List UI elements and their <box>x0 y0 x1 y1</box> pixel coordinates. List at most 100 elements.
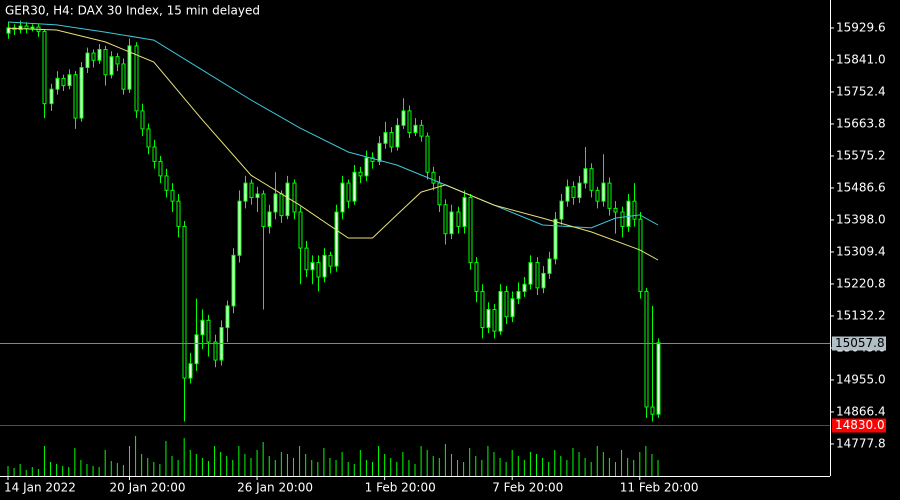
candle-body <box>188 363 193 379</box>
candle-body <box>42 30 47 105</box>
candle-body <box>261 193 266 227</box>
candle-body <box>316 262 321 278</box>
candle-body <box>522 283 527 292</box>
candle-body <box>377 142 382 162</box>
candle-body <box>73 74 78 119</box>
candle-body <box>103 48 108 76</box>
candle-body <box>237 200 242 256</box>
candle-body <box>97 48 102 61</box>
candle-body <box>516 290 521 300</box>
candle-body <box>395 124 400 148</box>
candle-body <box>656 342 661 415</box>
candle-body <box>255 193 260 199</box>
y-tick-label: 14866.4 <box>836 404 886 418</box>
candle-body <box>231 254 236 307</box>
candle-body <box>644 290 649 408</box>
candle-body <box>468 197 473 264</box>
candle-body <box>601 182 606 202</box>
candle-body <box>206 319 211 343</box>
candle-body <box>273 193 278 213</box>
candle-body <box>267 211 272 227</box>
candle-body <box>61 77 66 87</box>
candle-body <box>407 110 412 134</box>
candle-body <box>322 254 327 278</box>
candle-body <box>358 171 363 177</box>
candle-body <box>152 146 157 162</box>
candle-body <box>140 110 145 130</box>
y-tick-label: 15398.0 <box>836 212 886 226</box>
candle-body <box>346 182 351 202</box>
y-tick-label: 15575.2 <box>836 148 886 162</box>
candle-body <box>121 63 126 90</box>
candle-body <box>431 171 436 184</box>
candle-body <box>243 182 248 202</box>
price-label-box <box>832 418 886 433</box>
candle-body <box>30 26 35 30</box>
candle-body <box>607 182 612 209</box>
y-tick-label: 15486.6 <box>836 180 886 194</box>
y-tick-label: 15752.4 <box>836 84 886 98</box>
candle-body <box>443 204 448 235</box>
candle-body <box>535 262 540 289</box>
candle-body <box>528 262 533 285</box>
candle-body <box>328 254 333 267</box>
candle-body <box>24 25 29 30</box>
candle-body <box>194 334 199 365</box>
y-tick-label: 15841.0 <box>836 52 886 66</box>
candle-body <box>304 247 309 271</box>
candle-body <box>613 207 618 213</box>
candle-body <box>164 175 169 191</box>
candle-body <box>547 258 552 274</box>
x-tick-label: 11 Feb 20:00 <box>620 481 699 495</box>
candle-body <box>49 88 54 105</box>
candle-body <box>571 186 576 199</box>
candle-body <box>437 182 442 206</box>
candle-body <box>134 45 139 112</box>
candle-body <box>334 211 339 267</box>
candle-body <box>79 67 84 119</box>
candle-body <box>632 200 637 220</box>
candle-body <box>510 298 515 318</box>
x-tick-label: 26 Jan 20:00 <box>237 481 313 495</box>
candle-body <box>480 290 485 329</box>
candle-body <box>425 135 430 173</box>
candle-body <box>541 272 546 289</box>
y-tick-label: 15309.4 <box>836 244 886 258</box>
y-tick-label: 14777.8 <box>836 436 886 450</box>
y-tick-label: 15220.8 <box>836 276 886 290</box>
candle-body <box>504 290 509 318</box>
candle-body <box>279 193 284 217</box>
x-tick-label: 14 Jan 2022 <box>4 481 76 495</box>
candle-body <box>182 225 187 379</box>
candle-body <box>419 124 424 137</box>
candle-body <box>285 182 290 217</box>
y-tick-label: 14955.0 <box>836 372 886 386</box>
candle-body <box>146 128 151 148</box>
candle-body <box>498 290 503 332</box>
candle-body <box>364 157 369 177</box>
candle-body <box>589 168 594 191</box>
y-tick-label: 15132.2 <box>836 308 886 322</box>
candle-body <box>595 189 600 202</box>
candle-body <box>626 200 631 227</box>
candle-body <box>298 211 303 249</box>
candle-body <box>340 182 345 213</box>
candle-body <box>292 182 297 213</box>
candle-body <box>310 262 315 271</box>
price-label: 15057.8 <box>835 336 885 350</box>
candle-body <box>115 56 120 65</box>
candle-body <box>158 160 163 177</box>
candle-body <box>352 171 357 202</box>
chart-title: GER30, H4: DAX 30 Index, 15 min delayed <box>5 4 260 18</box>
candle-body <box>577 182 582 199</box>
candle-body <box>85 52 90 69</box>
candle-body <box>492 309 497 332</box>
candle-body <box>18 25 23 31</box>
candle-body <box>200 319 205 336</box>
candle-body <box>474 262 479 292</box>
candle-body <box>462 197 467 227</box>
candle-body <box>225 305 230 329</box>
y-tick-label: 15929.6 <box>836 20 886 34</box>
